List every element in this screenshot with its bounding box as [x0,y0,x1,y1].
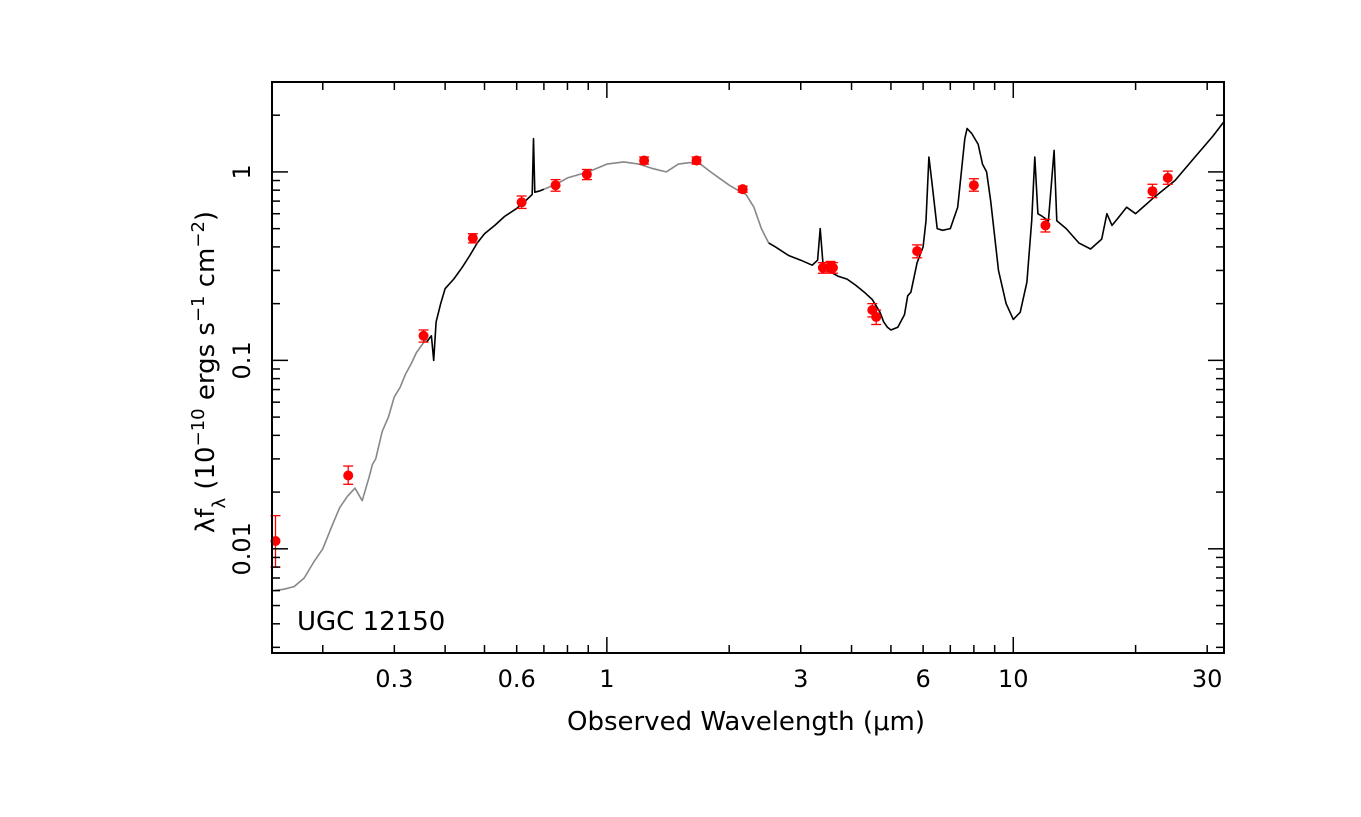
data-point-7 [639,155,650,166]
x-tick-label-2: 1 [599,665,614,693]
spectrum-lines [274,121,1225,592]
plot-frame [271,81,1225,654]
x-tick-label-1: 0.6 [498,665,536,693]
x-tick-label-0: 0.3 [375,665,413,693]
data-point-6 [581,169,592,180]
data-point-8 [691,155,702,166]
data-point-3 [467,233,478,244]
photometry-points [270,155,1173,568]
x-axis-label: Observed Wavelength (μm) [567,707,925,737]
tick-marks [272,81,1224,653]
tick-labels: 0.3 0.6 1 3 6 10 30 0.01 0.1 1 [228,164,1222,693]
data-point-4 [516,197,527,208]
x-tick-label-3: 3 [793,665,808,693]
axes [271,81,1225,654]
data-point-12 [827,262,838,273]
y-tick-label-2: 1 [228,164,256,179]
data-point-9 [737,184,748,195]
data-point-15 [912,246,923,257]
object-name-annotation: UGC 12150 [297,607,445,637]
y-axis-label: λfλ (10−10 ergs s−1 cm−2) [188,211,230,533]
series-line-3 [768,121,1225,331]
data-point-10 [817,262,828,273]
data-point-14 [871,311,882,322]
data-point-5 [550,180,561,191]
y-tick-label-1: 0.1 [228,341,256,379]
data-point-1 [343,470,354,481]
x-tick-label-4: 6 [915,665,930,693]
data-point-2 [418,330,429,341]
y-tick-label-0: 0.01 [228,522,256,575]
data-point-18 [1147,186,1158,197]
series-line-2 [543,161,770,244]
series-line-1 [425,137,545,362]
x-tick-label-5: 10 [998,665,1029,693]
data-point-19 [1162,172,1173,183]
data-point-16 [968,180,979,191]
series-line-0 [274,338,428,592]
x-tick-label-6: 30 [1192,665,1223,693]
data-point-17 [1040,220,1051,231]
